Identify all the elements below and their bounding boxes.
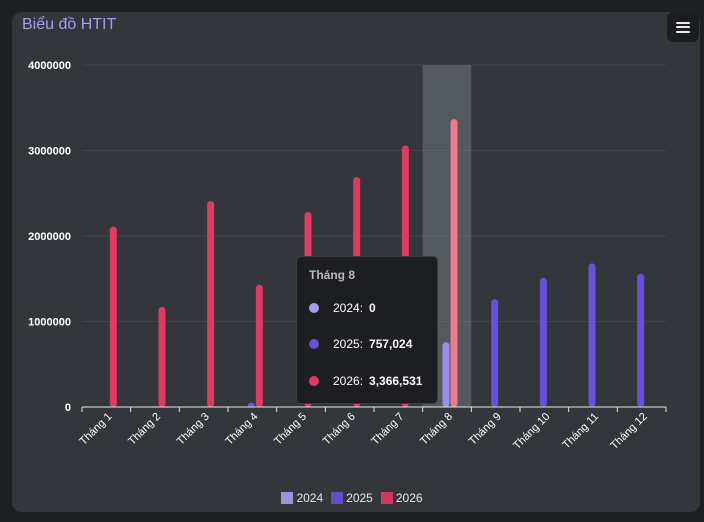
x-tick-label: Tháng 12: [608, 411, 649, 452]
x-tick-label: Tháng 7: [369, 411, 406, 448]
x-tick-label: Tháng 3: [175, 411, 212, 448]
bar-2026-tháng-8: [450, 119, 458, 408]
x-tick-label: Tháng 6: [321, 411, 358, 448]
series-2025-dot: [309, 339, 319, 349]
tooltip-row-2024: 2024: 0: [309, 301, 376, 315]
x-tick-label: Tháng 10: [511, 411, 552, 452]
bar-2026-tháng-3: [207, 200, 215, 407]
legend-item-2025[interactable]: 2025: [331, 491, 373, 505]
x-tick-label: Tháng 1: [77, 411, 114, 448]
bar-2026-tháng-1: [109, 226, 117, 407]
bar-2025-tháng-11: [588, 263, 596, 407]
legend-label: 2025: [346, 491, 373, 505]
legend-label: 2026: [395, 491, 423, 505]
y-tick-label: 2000000: [28, 231, 71, 243]
bar-2026-tháng-2: [158, 306, 166, 407]
bar-2025-tháng-8: [442, 342, 450, 407]
x-tick-label: Tháng 9: [467, 411, 504, 448]
bar-2025-tháng-4: [247, 402, 255, 407]
bar-2025-tháng-10: [539, 277, 547, 407]
series-2024-dot: [309, 303, 319, 313]
y-tick-label: 0: [65, 402, 71, 414]
legend-label: 2024: [296, 491, 324, 505]
tooltip-row-2025: 2025: 757,024: [309, 337, 412, 351]
tooltip-label: 2025:: [333, 337, 364, 351]
tooltip-title: Tháng 8: [309, 268, 356, 282]
x-tick-label: Tháng 11: [560, 411, 601, 452]
hamburger-menu-icon: [676, 21, 690, 33]
tooltip-value: 757,024: [369, 337, 413, 351]
chart-legend: 2024 2025 2026: [0, 491, 704, 505]
y-tick-label: 4000000: [28, 60, 71, 72]
x-tick-label: Tháng 8: [418, 411, 455, 448]
chart-menu-button[interactable]: [667, 12, 699, 42]
y-tick-label: 1000000: [28, 317, 71, 329]
x-tick-label: Tháng 2: [126, 411, 163, 448]
legend-swatch: [281, 492, 294, 504]
bar-2026-tháng-4: [255, 284, 263, 407]
legend-item-2026[interactable]: 2026: [380, 491, 423, 505]
tooltip-value: 3,366,531: [369, 374, 423, 388]
legend-swatch: [380, 492, 393, 504]
series-2026-dot: [309, 376, 319, 386]
x-tick-label: Tháng 5: [272, 411, 309, 448]
chart-title: Biểu đồ HTIT: [22, 16, 117, 33]
legend-swatch: [331, 492, 344, 504]
tooltip-row-2026: 2026: 3,366,531: [309, 374, 422, 388]
legend-item-2024[interactable]: 2024: [281, 491, 323, 505]
tooltip-label: 2026:: [333, 374, 364, 388]
y-tick-label: 3000000: [28, 146, 71, 158]
bar-2025-tháng-9: [491, 299, 499, 407]
tooltip-value: 0: [369, 301, 376, 315]
tooltip-label: 2024:: [333, 301, 364, 315]
x-tick-label: Tháng 4: [223, 411, 260, 448]
chart-tooltip: Tháng 8 2024: 0 2025: 757,024 2026: 3,36…: [296, 256, 438, 404]
bar-2025-tháng-12: [637, 273, 645, 407]
